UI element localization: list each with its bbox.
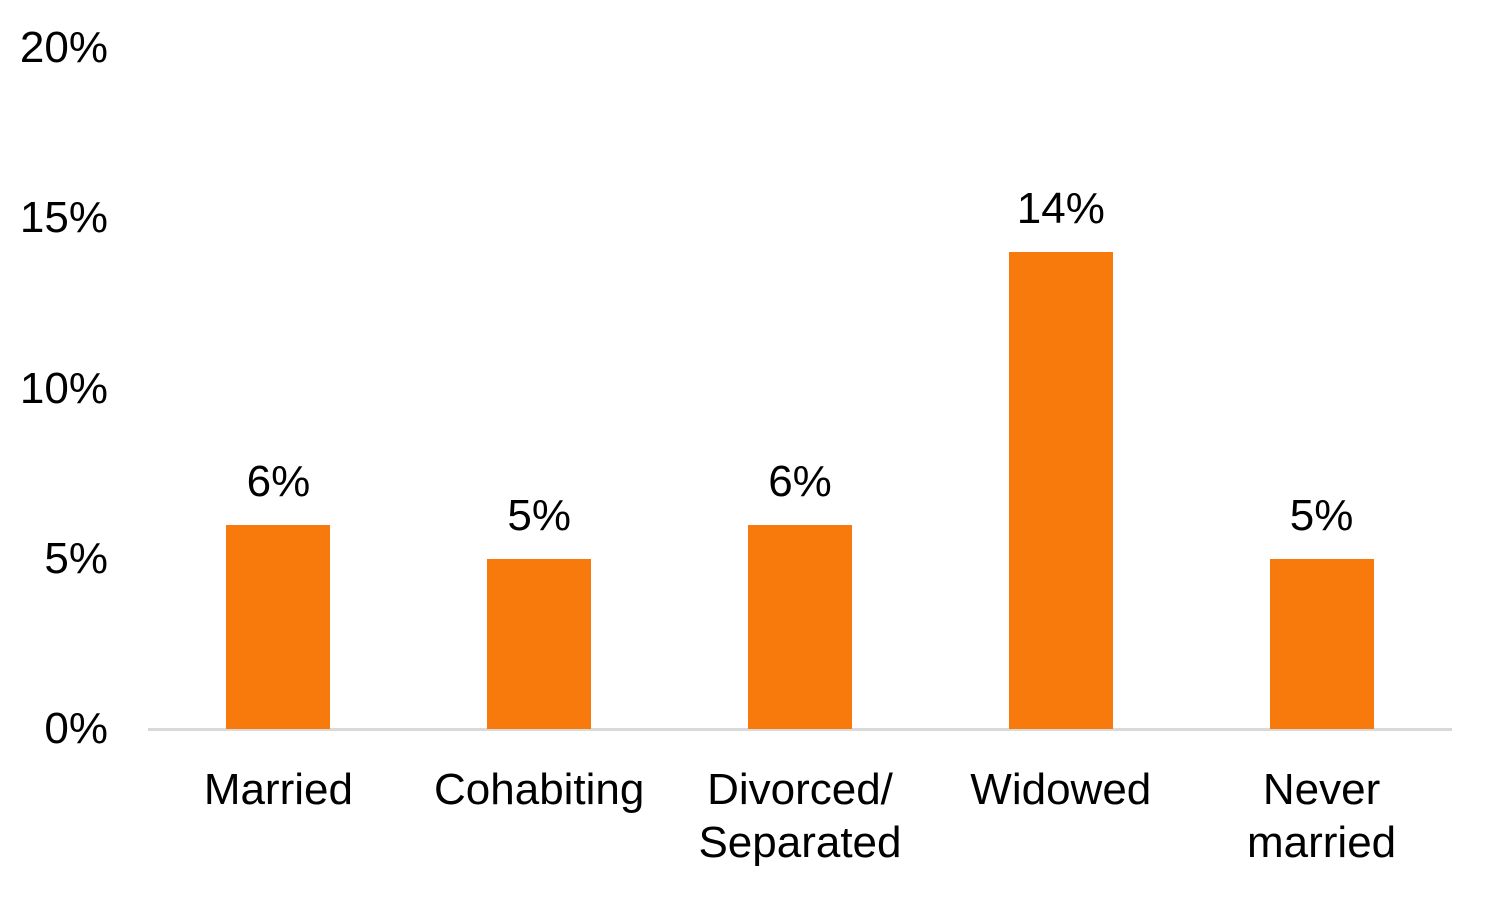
y-axis-tick-label: 15% (19, 193, 108, 243)
bar (1008, 252, 1113, 729)
bar (226, 524, 331, 729)
category-label-line: Cohabiting (434, 765, 645, 814)
bar (1269, 558, 1374, 729)
category-label: Divorced/Separated (670, 763, 931, 869)
category-label-line: Separated (698, 818, 902, 867)
bar (748, 524, 852, 729)
category-label: Cohabiting (409, 763, 670, 816)
bar-value-label: 14% (1016, 184, 1105, 234)
bar-value-label: 5% (507, 490, 571, 540)
bar-value-label: 6% (768, 456, 832, 506)
category-label-line: Never (1262, 765, 1381, 814)
category-label-line: married (1247, 818, 1397, 867)
category-label: Married (148, 763, 409, 816)
x-axis-line (148, 728, 1452, 731)
category-label-line: Married (203, 765, 353, 814)
bar-value-label: 6% (246, 456, 311, 506)
y-axis-tick-label: 20% (19, 23, 108, 72)
y-axis-tick-label: 10% (19, 363, 108, 413)
bar-value-label: 5% (1289, 490, 1354, 540)
y-axis-tick-label: 5% (44, 533, 108, 583)
category-label: Never married (1191, 763, 1452, 869)
category-label-line: Divorced/ (707, 765, 893, 814)
y-axis-tick-label: 0% (44, 704, 108, 753)
bar (487, 558, 592, 729)
category-label: Widowed (930, 763, 1191, 816)
category-label-line: Widowed (970, 765, 1152, 814)
